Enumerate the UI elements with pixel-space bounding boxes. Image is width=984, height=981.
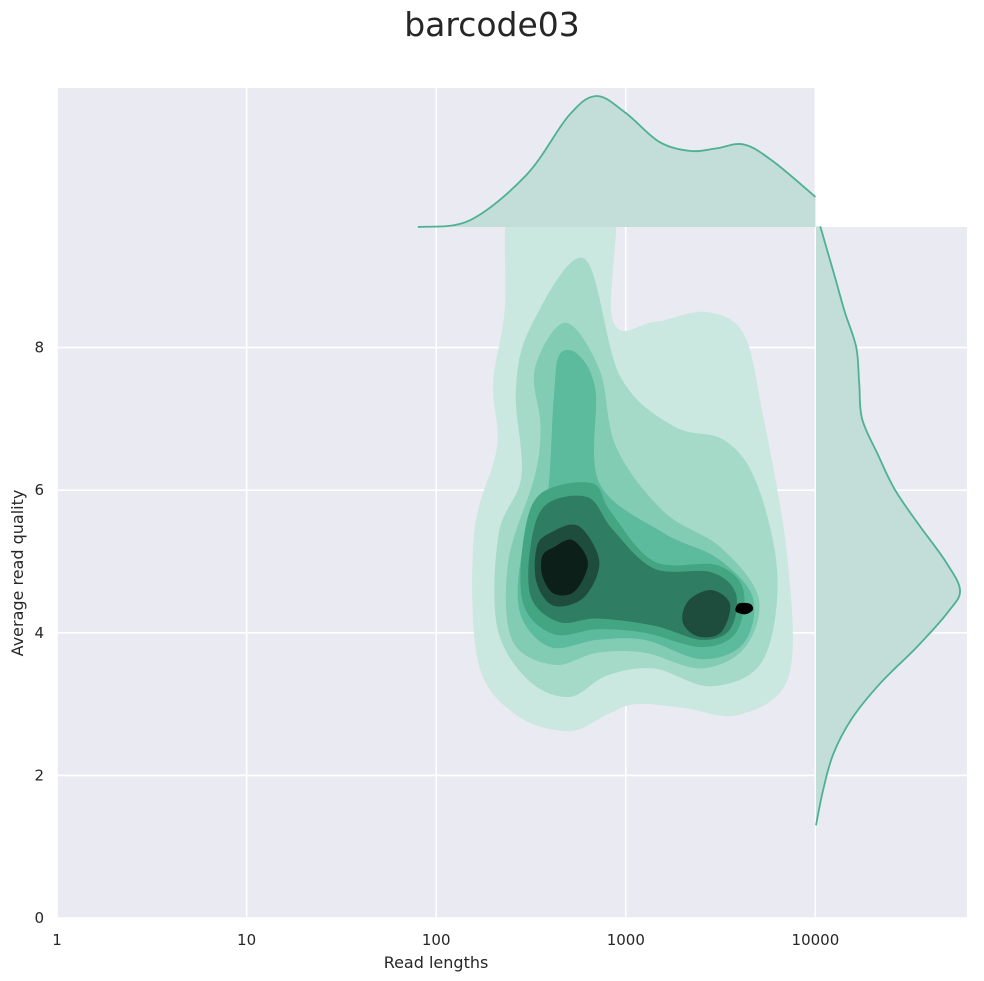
- right-marginal-density-fill: [816, 226, 961, 826]
- chart-title: barcode03: [404, 5, 580, 44]
- y-tick-label: 6: [34, 481, 44, 499]
- density-contours: [472, 227, 793, 732]
- top-marginal-density-line: [417, 95, 816, 228]
- x-tick-label: 100: [422, 931, 451, 949]
- x-tick-labels: 1 10 100 1000 10000: [52, 931, 839, 949]
- y-tick-label: 8: [34, 339, 44, 357]
- density-contour-level-10: [735, 602, 754, 615]
- x-tick-label: 10000: [792, 931, 840, 949]
- y-tick-label: 4: [34, 624, 44, 642]
- x-axis-label: Read lengths: [384, 953, 489, 972]
- right-marginal-density-line: [815, 226, 961, 826]
- y-tick-labels: 0 2 4 6 8: [34, 339, 44, 927]
- top-marginal-density-fill: [417, 95, 816, 228]
- x-tick-label: 1: [52, 931, 62, 949]
- y-tick-label: 2: [34, 766, 44, 784]
- density-contour-level-9: [540, 539, 588, 596]
- x-tick-label: 1000: [607, 931, 645, 949]
- y-axis-label: Average read quality: [8, 490, 27, 657]
- x-tick-label: 10: [237, 931, 256, 949]
- y-tick-label: 0: [34, 909, 44, 927]
- density-contour-level-8: [682, 589, 731, 638]
